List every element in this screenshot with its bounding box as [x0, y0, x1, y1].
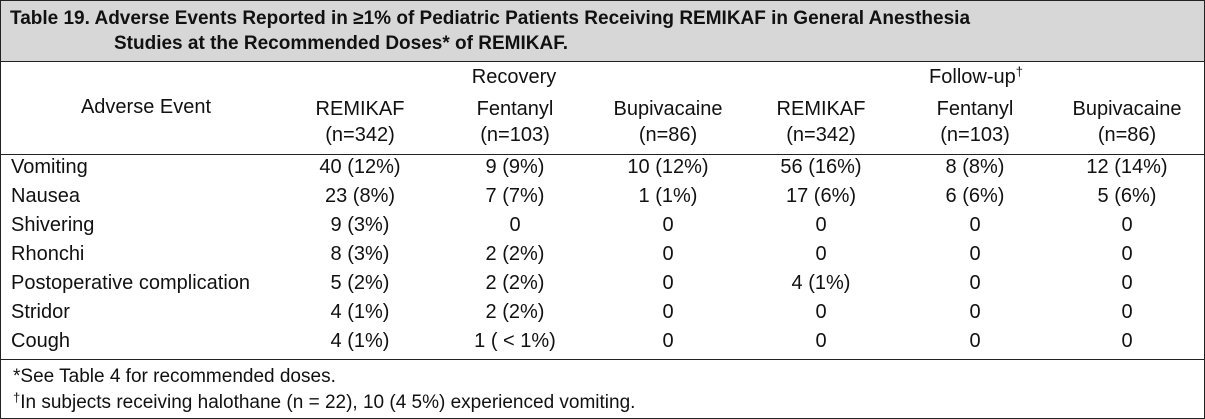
- row-event-name: Stridor: [11, 301, 70, 323]
- table-cell: 0: [662, 214, 674, 236]
- row-event-name: Vomiting: [11, 156, 88, 178]
- column-header-name: Bupivacaine: [1072, 98, 1182, 120]
- table-title-line-1: Table 19. Adverse Events Reported in ≥1%…: [10, 8, 971, 29]
- table-cell: 4 (1%): [330, 301, 390, 323]
- column-header-n: (n=103): [940, 124, 1010, 146]
- column-header-n: (n=342): [325, 124, 395, 146]
- table-cell: 4 (1%): [330, 330, 390, 352]
- table-cell: 2 (2%): [485, 272, 545, 294]
- table-cell: 0: [815, 330, 827, 352]
- table-cell: 0: [969, 330, 981, 352]
- column-header-name: Fentanyl: [936, 98, 1014, 120]
- footnote-doses: *See Table 4 for recommended doses.: [13, 366, 336, 387]
- table-cell: 0: [969, 214, 981, 236]
- table-cell: 6 (6%): [945, 185, 1005, 207]
- table-cell: 0: [662, 243, 674, 265]
- column-header-n: (n=86): [638, 124, 698, 146]
- table-cell: 12 (14%): [1086, 156, 1168, 178]
- footnote-halothane: †In subjects receiving halothane (n = 22…: [13, 390, 636, 414]
- table-cell: 0: [815, 214, 827, 236]
- table-cell: 0: [969, 272, 981, 294]
- row-event-name: Nausea: [11, 185, 80, 207]
- column-header-name: REMIKAF: [776, 98, 866, 120]
- column-header-n: (n=342): [786, 124, 856, 146]
- followup-footnote-mark: †: [1015, 64, 1023, 79]
- table-cell: 4 (1%): [791, 272, 851, 294]
- table-cell: 0: [815, 301, 827, 323]
- table-cell: 0: [1121, 243, 1133, 265]
- table-cell: 2 (2%): [485, 301, 545, 323]
- table-cell: 9 (3%): [330, 214, 390, 236]
- table-cell: 8 (8%): [945, 156, 1005, 178]
- column-header-name: REMIKAF: [315, 98, 405, 120]
- table-cell: 0: [1121, 214, 1133, 236]
- table-title-line-2: Studies at the Recommended Doses* of REM…: [114, 33, 568, 54]
- table-cell: 0: [662, 301, 674, 323]
- table-cell: 10 (12%): [627, 156, 709, 178]
- table-cell: 0: [1121, 330, 1133, 352]
- table-title: Table 19. Adverse Events Reported in ≥1%…: [1, 1, 1204, 62]
- table-cell: 0: [662, 272, 674, 294]
- header-group-followup: Follow-up†: [891, 64, 1061, 89]
- table-cell: 40 (12%): [319, 156, 401, 178]
- column-header-n: (n=103): [480, 124, 550, 146]
- footnote-halothane-text: In subjects receiving halothane (n = 22)…: [20, 392, 636, 413]
- column-header-n: (n=86): [1097, 124, 1157, 146]
- table-cell: 0: [1121, 301, 1133, 323]
- header-group-recovery: Recovery: [471, 66, 557, 88]
- table-cell: 0: [969, 243, 981, 265]
- row-event-name: Cough: [11, 330, 70, 352]
- table-cell: 0: [662, 330, 674, 352]
- table-cell: 56 (16%): [780, 156, 862, 178]
- table-cell: 0: [815, 243, 827, 265]
- header-adverse-event: Adverse Event: [80, 96, 212, 118]
- table-cell: 8 (3%): [330, 243, 390, 265]
- table-cell: 7 (7%): [485, 185, 545, 207]
- header-group-followup-label: Follow-up: [929, 66, 1016, 88]
- row-event-name: Shivering: [11, 214, 95, 236]
- table-cell: 0: [509, 214, 521, 236]
- table-cell: 1 (1%): [638, 185, 698, 207]
- table-cell: 5 (6%): [1097, 185, 1157, 207]
- row-event-name: Rhonchi: [11, 243, 85, 265]
- table-cell: 0: [1121, 272, 1133, 294]
- table-cell: 9 (9%): [485, 156, 545, 178]
- table-cell: 1 ( < 1%): [474, 330, 556, 352]
- header-divider: [1, 154, 1204, 155]
- table-cell: 17 (6%): [785, 185, 857, 207]
- table-cell: 23 (8%): [324, 185, 396, 207]
- footnote-divider: [1, 359, 1204, 360]
- halothane-footnote-mark: †: [13, 390, 21, 405]
- table-cell: 5 (2%): [330, 272, 390, 294]
- table-cell: 2 (2%): [485, 243, 545, 265]
- column-header-name: Bupivacaine: [613, 98, 723, 120]
- column-header-name: Fentanyl: [476, 98, 554, 120]
- table-cell: 0: [969, 301, 981, 323]
- row-event-name: Postoperative complication: [11, 272, 251, 294]
